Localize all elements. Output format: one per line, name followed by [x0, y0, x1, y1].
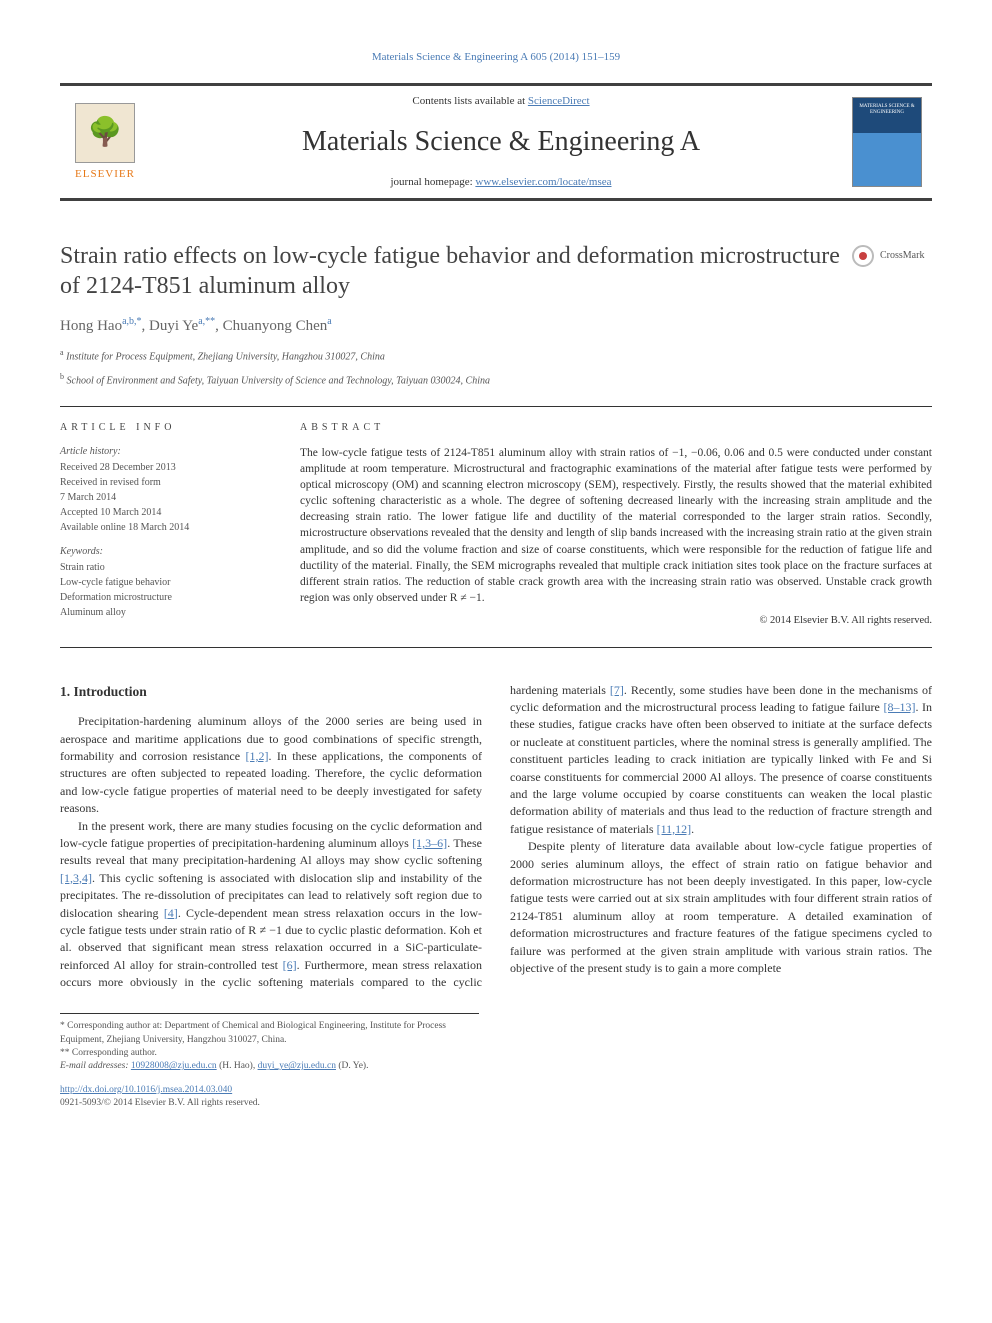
p3d: . In these studies, fatigue cracks have …	[510, 700, 932, 836]
footnotes: * Corresponding author at: Department of…	[60, 1013, 479, 1073]
ref-link[interactable]: [7]	[610, 683, 624, 697]
keywords-label: Keywords:	[60, 545, 260, 559]
history-line: 7 March 2014	[60, 491, 260, 505]
elsevier-label: ELSEVIER	[60, 167, 150, 182]
divider-bottom	[60, 647, 932, 648]
email-who-2: (D. Ye).	[336, 1061, 368, 1071]
author-list: Hong Haoa,b,*, Duyi Yea,**, Chuanyong Ch…	[60, 315, 932, 337]
journal-homepage: journal homepage: www.elsevier.com/locat…	[150, 175, 852, 190]
bottom-meta: http://dx.doi.org/10.1016/j.msea.2014.03…	[60, 1084, 932, 1111]
keyword: Low-cycle fatigue behavior	[60, 576, 260, 590]
affil-text-a: Institute for Process Equipment, Zhejian…	[64, 352, 385, 363]
ref-link[interactable]: [11,12]	[657, 822, 692, 836]
email-link-2[interactable]: duyi_ye@zju.edu.cn	[258, 1061, 336, 1071]
author-3-affil: a	[327, 316, 331, 327]
journal-header: 🌳 ELSEVIER Contents lists available at S…	[60, 83, 932, 201]
keyword: Deformation microstructure	[60, 591, 260, 605]
author-1-affil: a,b,*	[122, 316, 141, 327]
sciencedirect-link[interactable]: ScienceDirect	[528, 95, 590, 107]
ref-link[interactable]: [8–13]	[883, 700, 915, 714]
crossmark-icon	[852, 245, 874, 267]
article-info-box: ARTICLE INFO Article history: Received 2…	[60, 421, 260, 629]
crossmark-badge[interactable]: CrossMark	[852, 245, 932, 267]
history-line: Accepted 10 March 2014	[60, 506, 260, 520]
history-line: Received 28 December 2013	[60, 461, 260, 475]
ref-link[interactable]: [1,3,4]	[60, 871, 92, 885]
ref-link[interactable]: [1,2]	[245, 749, 268, 763]
elsevier-tree-icon: 🌳	[75, 103, 135, 163]
ref-link[interactable]: [4]	[164, 906, 178, 920]
article-title: Strain ratio effects on low-cycle fatigu…	[60, 241, 852, 301]
elsevier-logo: 🌳 ELSEVIER	[60, 103, 150, 182]
contents-prefix: Contents lists available at	[412, 95, 527, 107]
keyword: Aluminum alloy	[60, 606, 260, 620]
crossmark-label: CrossMark	[880, 249, 924, 263]
author-3: , Chuanyong Chen	[215, 318, 327, 334]
affiliation-a: a Institute for Process Equipment, Zheji…	[60, 347, 932, 364]
article-history-label: Article history:	[60, 445, 260, 459]
section-heading-intro: 1. Introduction	[60, 682, 482, 702]
intro-para-4: Despite plenty of literature data availa…	[510, 838, 932, 977]
intro-para-1: Precipitation-hardening aluminum alloys …	[60, 713, 482, 817]
article-info-heading: ARTICLE INFO	[60, 421, 260, 435]
email-link-1[interactable]: 10928008@zju.edu.cn	[131, 1061, 217, 1071]
email-line: E-mail addresses: 10928008@zju.edu.cn (H…	[60, 1060, 479, 1073]
doi-link[interactable]: http://dx.doi.org/10.1016/j.msea.2014.03…	[60, 1085, 232, 1095]
homepage-prefix: journal homepage:	[390, 176, 475, 188]
author-1: Hong Hao	[60, 318, 122, 334]
journal-title: Materials Science & Engineering A	[150, 122, 852, 161]
email-who-1: (H. Hao),	[217, 1061, 258, 1071]
abstract-heading: ABSTRACT	[300, 421, 932, 435]
ref-link[interactable]: [1,3–6]	[412, 836, 447, 850]
cover-text: MATERIALS SCIENCE & ENGINEERING	[853, 104, 921, 115]
abstract-box: ABSTRACT The low-cycle fatigue tests of …	[300, 421, 932, 629]
issn-line: 0921-5093/© 2014 Elsevier B.V. All right…	[60, 1097, 932, 1110]
journal-homepage-link[interactable]: www.elsevier.com/locate/msea	[475, 176, 611, 188]
divider-top	[60, 406, 932, 407]
top-citation: Materials Science & Engineering A 605 (2…	[60, 50, 932, 65]
abstract-text: The low-cycle fatigue tests of 2124-T851…	[300, 445, 932, 606]
history-line: Received in revised form	[60, 476, 260, 490]
author-2-affil: a,**	[198, 316, 215, 327]
contents-available-line: Contents lists available at ScienceDirec…	[150, 94, 852, 109]
corresponding-2: ** Corresponding author.	[60, 1047, 479, 1060]
history-line: Available online 18 March 2014	[60, 521, 260, 535]
journal-cover: MATERIALS SCIENCE & ENGINEERING	[852, 97, 932, 187]
journal-cover-thumb: MATERIALS SCIENCE & ENGINEERING	[852, 97, 922, 187]
abstract-copyright: © 2014 Elsevier B.V. All rights reserved…	[300, 614, 932, 629]
ref-link[interactable]: [6]	[283, 958, 297, 972]
author-2: , Duyi Ye	[142, 318, 199, 334]
affiliation-b: b School of Environment and Safety, Taiy…	[60, 371, 932, 388]
keyword: Strain ratio	[60, 561, 260, 575]
email-label: E-mail addresses:	[60, 1061, 131, 1071]
affil-text-b: School of Environment and Safety, Taiyua…	[64, 375, 490, 386]
body-columns: 1. Introduction Precipitation-hardening …	[60, 682, 932, 992]
p3e: .	[691, 822, 694, 836]
corresponding-1: * Corresponding author at: Department of…	[60, 1020, 479, 1047]
